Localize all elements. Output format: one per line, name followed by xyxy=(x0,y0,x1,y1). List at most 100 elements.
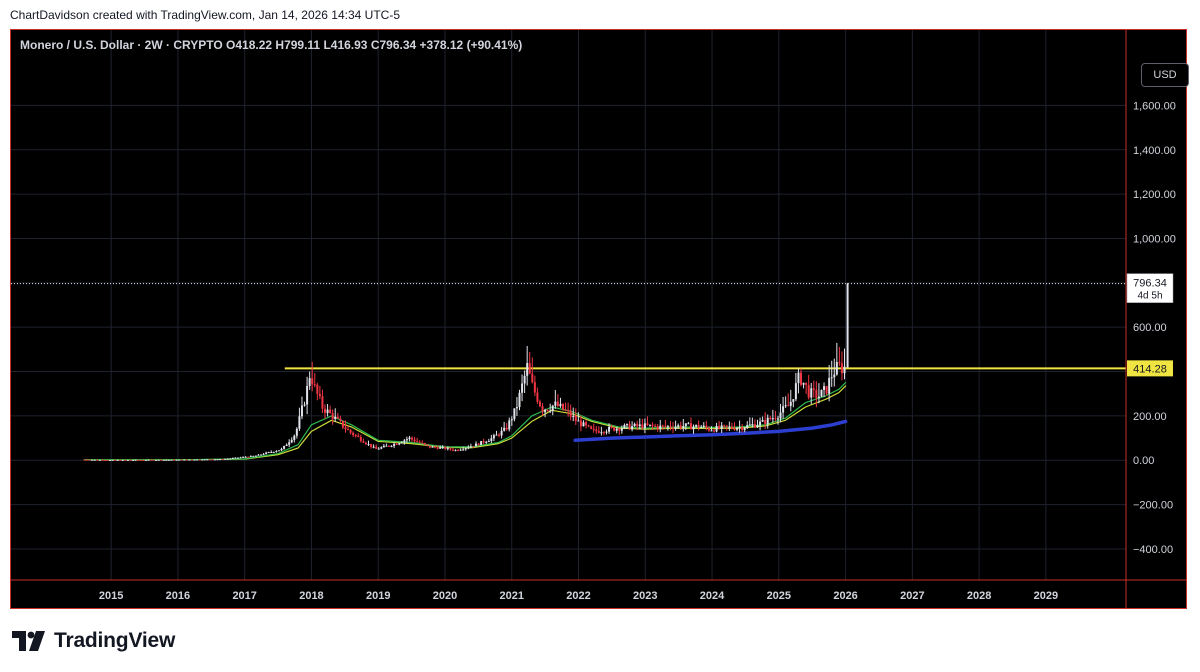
candle-body xyxy=(474,443,477,447)
candle-body xyxy=(449,448,452,450)
candle-body xyxy=(236,457,239,459)
chart-credit: ChartDavidson created with TradingView.c… xyxy=(10,8,400,22)
candle-body xyxy=(428,445,431,448)
candle-body xyxy=(664,425,667,427)
tradingview-logo-icon xyxy=(12,631,45,651)
candle-body xyxy=(280,448,283,451)
candle-body xyxy=(843,366,846,374)
candle-body xyxy=(823,386,826,390)
x-tick-label: 2017 xyxy=(232,590,256,602)
candle-body xyxy=(521,383,524,393)
candle-body xyxy=(334,416,337,420)
candle-body xyxy=(244,456,247,458)
x-tick-label: 2019 xyxy=(366,590,390,602)
candle-body xyxy=(254,455,257,457)
candle-body xyxy=(372,446,375,448)
candle-body xyxy=(211,459,214,461)
x-tick-label: 2028 xyxy=(967,590,991,602)
candle-body xyxy=(812,388,815,390)
x-tick-label: 2016 xyxy=(166,590,190,602)
chart-frame[interactable]: 1,600.00 1,400.00 1,200.00 1,000.00 600.00 20… xyxy=(10,29,1189,609)
candle-body xyxy=(393,443,396,446)
candle-body xyxy=(162,459,165,461)
y-tick-label: 1,000.00 xyxy=(1133,233,1176,245)
legend-symbol-name: Monero / U.S. Dollar · 2W · CRYPTO xyxy=(20,38,223,52)
candle-body xyxy=(585,422,588,426)
candle-body xyxy=(687,423,690,425)
axes: 1,600.00 1,400.00 1,200.00 1,000.00 600.00 20… xyxy=(11,30,1186,608)
candle-body xyxy=(103,460,106,462)
y-tick-label: 200.00 xyxy=(1133,411,1167,423)
candle-body xyxy=(689,423,692,430)
candle-body xyxy=(459,449,462,451)
candle-body xyxy=(738,427,741,429)
candle-body xyxy=(201,459,204,461)
candle-body xyxy=(160,459,163,461)
candle-body xyxy=(674,426,677,429)
candle-body xyxy=(152,459,155,461)
candle-body xyxy=(295,428,298,436)
candle-body xyxy=(446,448,449,450)
candle-body xyxy=(400,442,403,444)
candle-body xyxy=(684,423,687,427)
candle-body xyxy=(551,405,554,411)
candle-body xyxy=(797,372,800,384)
candle-body xyxy=(531,373,534,383)
candle-body xyxy=(498,434,501,436)
candle-body xyxy=(700,426,703,429)
candle-body xyxy=(508,420,511,430)
tradingview-logo[interactable]: TradingView xyxy=(12,628,175,654)
candle-body xyxy=(139,459,142,461)
candle-body xyxy=(779,412,782,419)
candle-body xyxy=(605,431,608,433)
candle-body xyxy=(810,388,813,398)
candle-body xyxy=(830,377,833,379)
candle-body xyxy=(513,408,516,420)
candle-body xyxy=(298,416,301,429)
candle-body xyxy=(766,417,769,425)
price-chart[interactable]: 1,600.00 1,400.00 1,200.00 1,000.00 600.00 20… xyxy=(11,30,1186,608)
candle-body xyxy=(183,459,186,461)
candle-body xyxy=(321,396,324,409)
candle-body xyxy=(216,459,219,461)
candle-body xyxy=(746,425,749,429)
candle-body xyxy=(398,443,401,445)
candle-body xyxy=(769,417,772,420)
candle-body xyxy=(329,409,332,414)
candle-body xyxy=(423,443,426,445)
candle-body xyxy=(349,429,352,433)
candle-body xyxy=(234,457,237,459)
candle-body xyxy=(610,426,613,428)
candle-body xyxy=(180,459,183,461)
candle-body xyxy=(595,429,598,432)
candle-body xyxy=(472,446,475,448)
candle-body xyxy=(416,441,419,443)
legend-change: +378.12 (+90.41%) xyxy=(416,38,522,52)
y-tick-label: −200.00 xyxy=(1133,500,1173,512)
candle-body xyxy=(116,459,119,461)
grid xyxy=(11,30,1126,580)
candle-body xyxy=(98,459,101,461)
candle-body xyxy=(285,444,288,447)
candle-body xyxy=(792,399,795,402)
candle-body xyxy=(556,401,559,407)
candle-body xyxy=(774,418,777,420)
candle-body xyxy=(666,426,669,428)
candle-body xyxy=(748,424,751,426)
candle-body xyxy=(362,441,365,443)
candle-body xyxy=(820,389,823,397)
candles xyxy=(83,283,849,462)
x-tick-label: 2020 xyxy=(433,590,457,602)
candle-body xyxy=(712,430,715,432)
candle-body xyxy=(275,451,278,453)
candle-body xyxy=(300,405,303,417)
candle-body xyxy=(352,432,355,436)
currency-button[interactable]: USD xyxy=(1141,63,1189,87)
candle-body xyxy=(828,377,831,394)
candle-body xyxy=(500,430,503,436)
candle-body xyxy=(669,426,672,428)
candle-body xyxy=(710,430,713,432)
candle-body xyxy=(794,383,797,400)
candle-body xyxy=(549,410,552,412)
candle-body xyxy=(364,442,367,445)
